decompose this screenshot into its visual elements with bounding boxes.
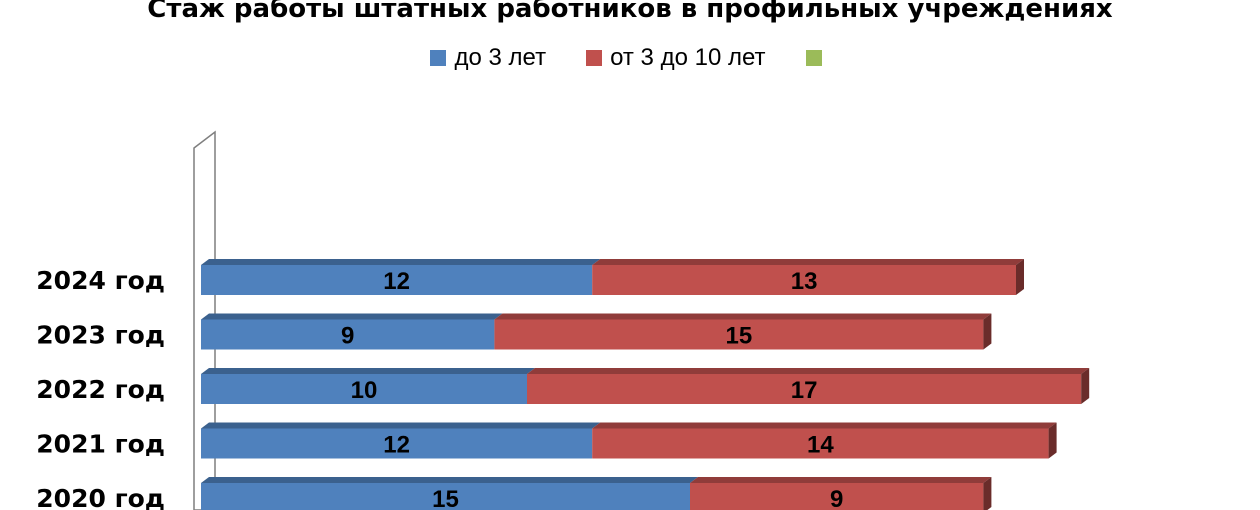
bar-segment	[201, 265, 593, 295]
bar-segment	[201, 319, 495, 350]
legend-item-series-3	[805, 50, 830, 66]
data-label: 9	[341, 323, 354, 350]
data-label: 9	[830, 486, 843, 510]
data-label: 13	[791, 268, 818, 295]
bar-segment	[690, 483, 984, 510]
legend-swatch-series-1	[430, 50, 447, 66]
bar-top-face	[592, 259, 1024, 265]
category-label: 2021 год	[36, 430, 165, 459]
bar-segment	[201, 374, 527, 404]
bar-segment	[527, 374, 1082, 404]
bar-segment	[494, 319, 984, 350]
category-label: 2024 год	[36, 266, 165, 295]
legend-label-series-1: до 3 лет	[454, 44, 547, 71]
chart-title: Стаж работы штатных работников в профиль…	[147, 0, 1113, 24]
bar-segment	[201, 428, 593, 459]
legend-item-series-1: до 3 лет	[430, 44, 546, 72]
bar-top-face	[527, 368, 1090, 374]
bar-side-face	[983, 477, 992, 510]
data-label: 15	[726, 323, 753, 350]
data-label: 15	[432, 486, 459, 510]
bar-segment	[592, 428, 1049, 459]
data-label: 17	[791, 377, 818, 404]
legend-label-series-2: от 3 до 10 лет	[610, 44, 766, 71]
bar-top-face	[592, 422, 1057, 429]
bar-segment	[592, 265, 1016, 295]
bar-top-face	[201, 368, 535, 374]
bar-top-face	[494, 313, 992, 320]
bar-top-face	[201, 313, 503, 320]
legend-swatch-series-3	[805, 50, 822, 66]
bar-side-face	[1081, 368, 1090, 404]
bar-side-face	[1048, 422, 1057, 459]
legend-swatch-series-2	[586, 50, 603, 66]
legend-item-series-2: от 3 до 10 лет	[586, 44, 766, 72]
category-label: 2022 год	[36, 375, 165, 404]
legend: до 3 лет от 3 до 10 лет	[0, 44, 1260, 72]
bar-top-face	[201, 422, 601, 429]
bar-segment	[201, 483, 690, 510]
bar-top-face	[201, 259, 601, 265]
data-label: 14	[807, 432, 834, 459]
category-label: 2023 год	[36, 321, 165, 350]
data-label: 12	[383, 268, 410, 295]
bar-top-face	[690, 477, 992, 483]
bar-top-face	[201, 477, 698, 483]
bar-side-face	[983, 313, 992, 350]
bar-side-face	[1016, 259, 1024, 295]
data-label: 12	[383, 432, 410, 459]
category-label: 2020 год	[36, 484, 165, 510]
data-label: 10	[351, 377, 378, 404]
